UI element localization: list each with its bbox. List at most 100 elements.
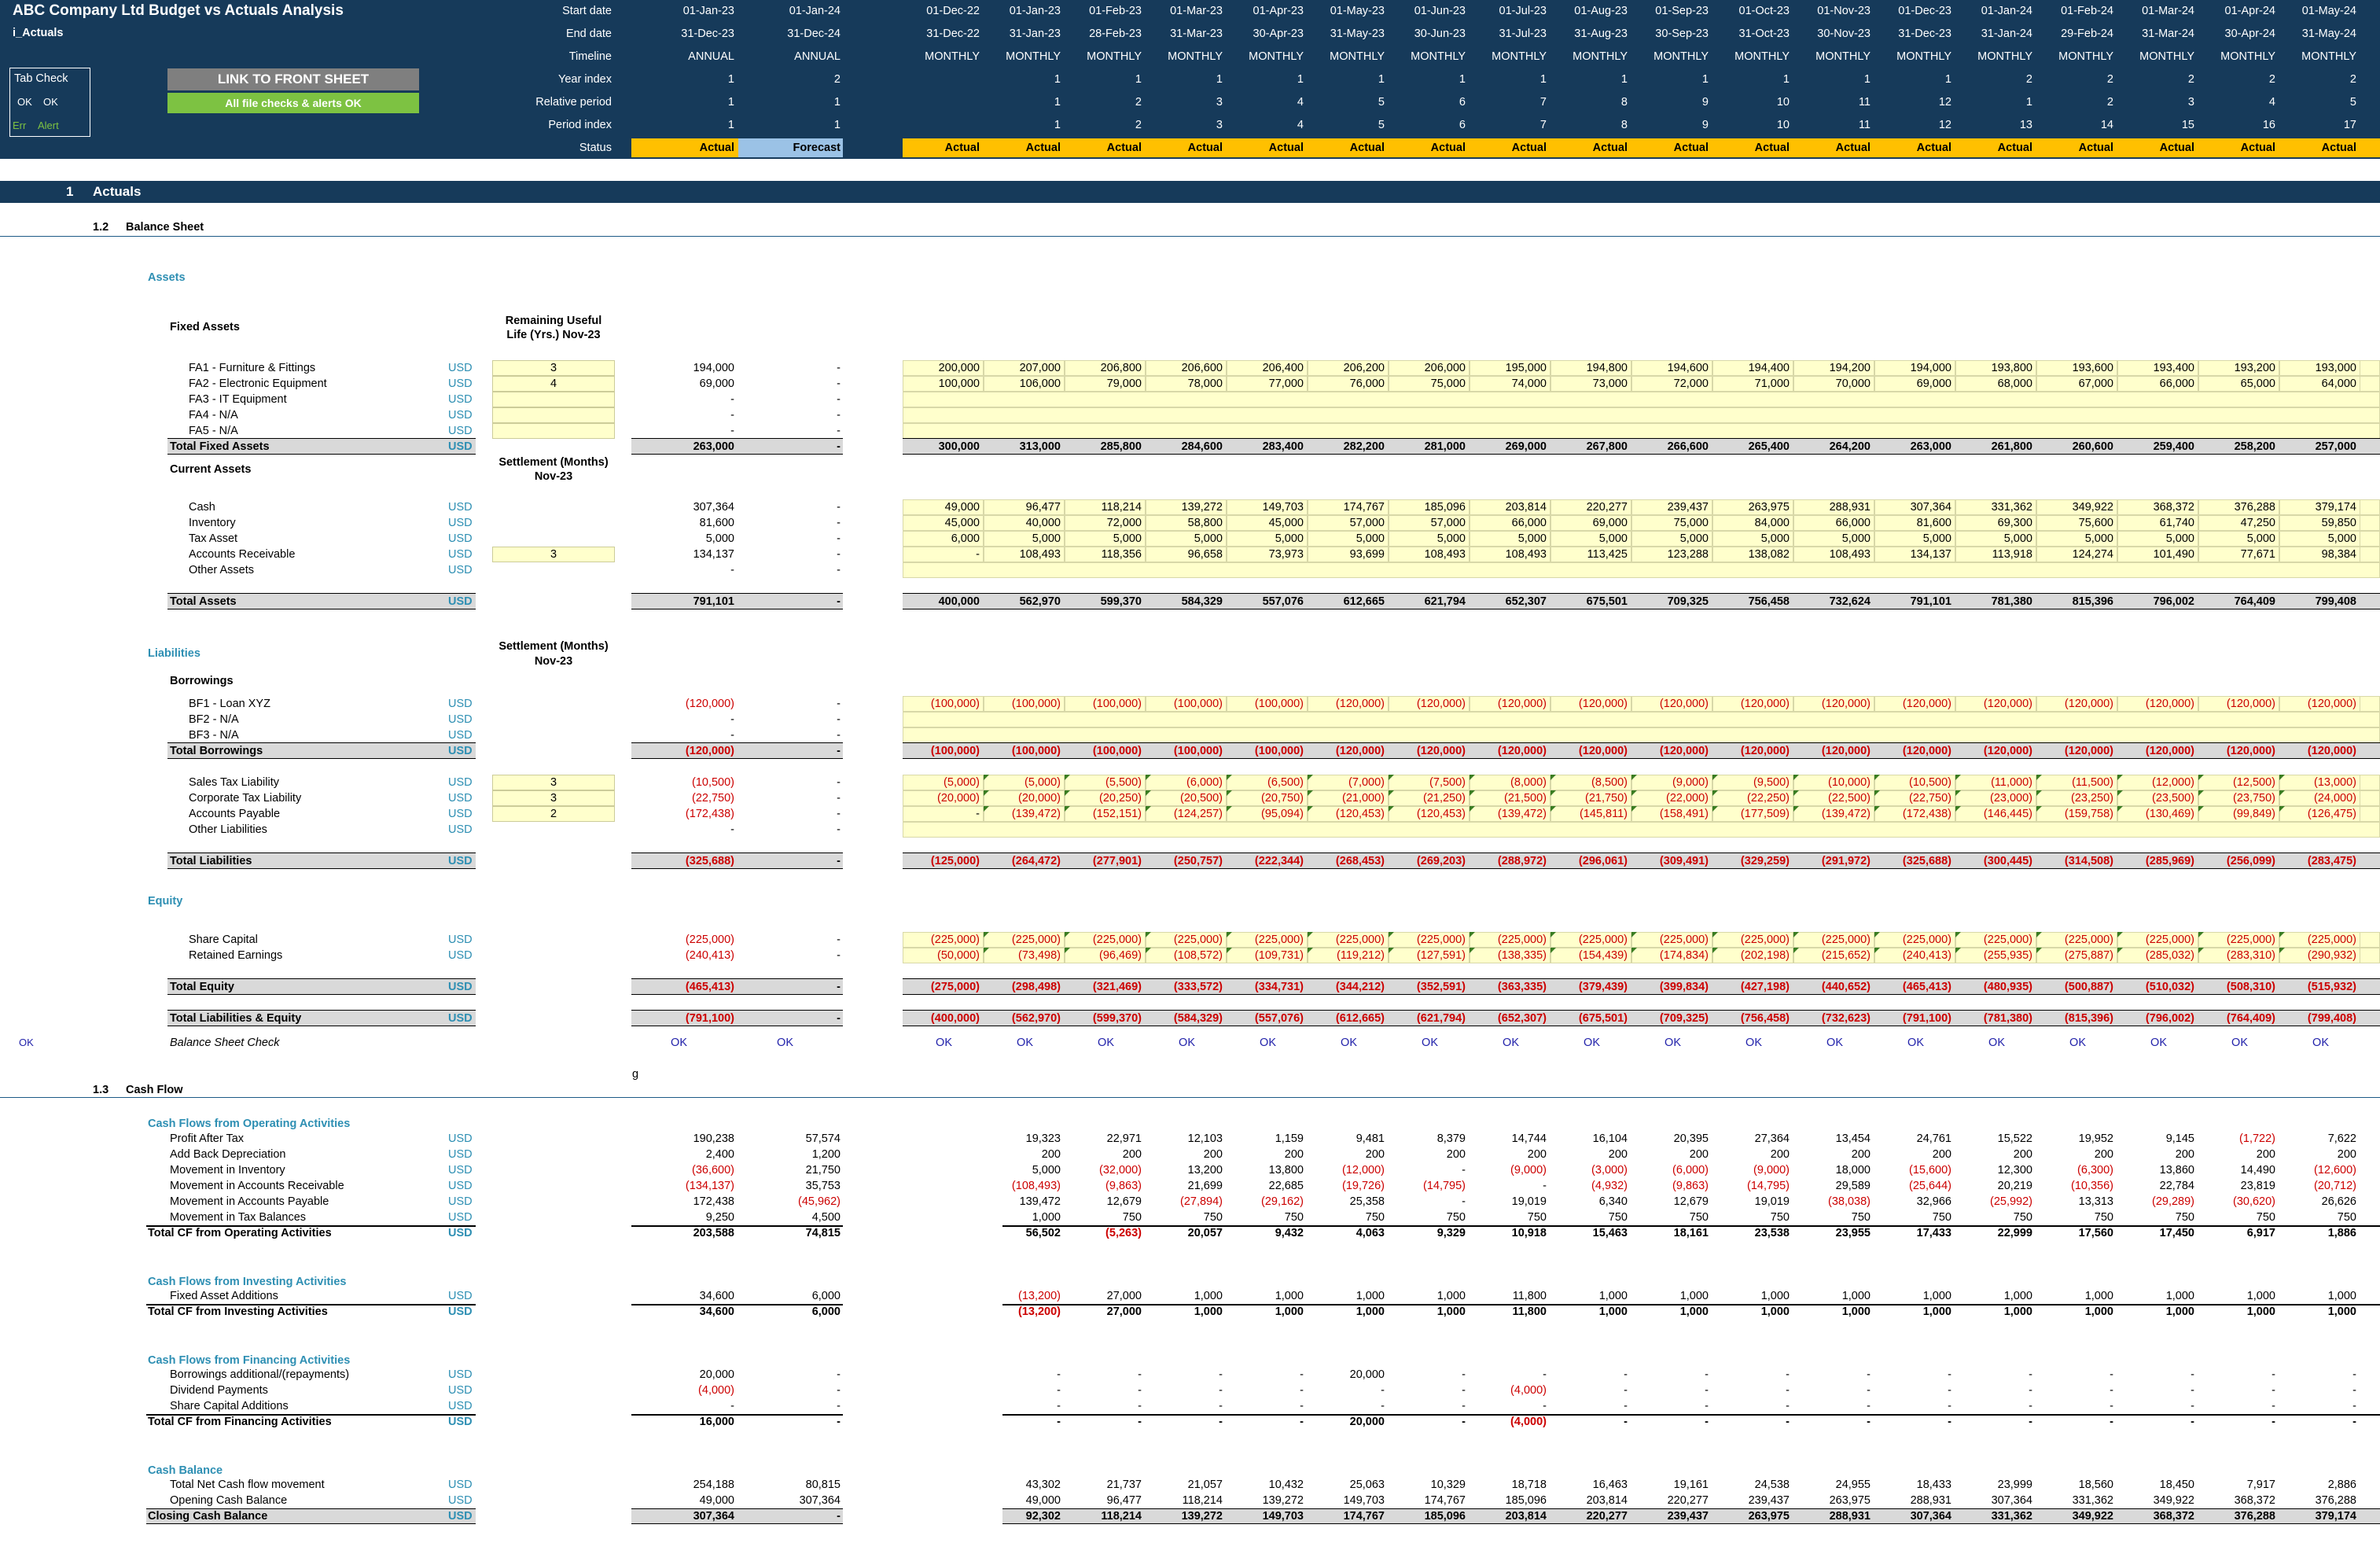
monthly-input-cell[interactable] xyxy=(2279,932,2360,948)
monthly-input-cell[interactable] xyxy=(2117,696,2198,712)
monthly-input-cell[interactable] xyxy=(984,531,1065,547)
monthly-input-cell[interactable] xyxy=(2279,547,2360,562)
monthly-input-cell[interactable] xyxy=(1389,376,1470,392)
monthly-input-cell[interactable] xyxy=(1712,932,1793,948)
monthly-value[interactable]: (225,000) xyxy=(1335,934,1385,946)
monthly-value[interactable]: 47,250 xyxy=(2240,517,2275,529)
monthly-value[interactable]: (100,000) xyxy=(1092,698,1142,710)
monthly-value[interactable]: (139,472) xyxy=(1821,808,1871,820)
monthly-value[interactable]: (13,000) xyxy=(2313,776,2356,789)
monthly-input-cell[interactable] xyxy=(1227,932,1308,948)
monthly-input-cell[interactable] xyxy=(2117,515,2198,531)
monthly-value[interactable]: (23,500) xyxy=(2151,792,2194,805)
monthly-value[interactable]: (120,000) xyxy=(1740,698,1790,710)
monthly-input-cell[interactable] xyxy=(1308,696,1389,712)
monthly-input-cell[interactable] xyxy=(1146,948,1227,963)
assumption-input-value[interactable]: 3 xyxy=(550,792,557,805)
monthly-value[interactable]: (172,438) xyxy=(1902,808,1951,820)
monthly-input-cell[interactable] xyxy=(1712,775,1793,790)
monthly-input-cell[interactable] xyxy=(1308,499,1389,515)
monthly-value[interactable]: 73,973 xyxy=(1268,548,1304,561)
monthly-input-cell[interactable] xyxy=(1631,948,1712,963)
monthly-value[interactable]: (23,750) xyxy=(2232,792,2275,805)
monthly-value[interactable]: 376,288 xyxy=(2234,501,2275,514)
monthly-input-cell[interactable] xyxy=(1146,696,1227,712)
monthly-input-cell[interactable] xyxy=(1793,547,1874,562)
monthly-input-cell[interactable] xyxy=(984,696,1065,712)
assumption-input-cell[interactable] xyxy=(492,790,615,806)
monthly-input-cell[interactable] xyxy=(1308,948,1389,963)
monthly-input-cell[interactable] xyxy=(1227,948,1308,963)
monthly-value[interactable]: (73,498) xyxy=(1017,949,1061,962)
monthly-input-cell[interactable] xyxy=(1793,806,1874,822)
monthly-value[interactable]: 5,000 xyxy=(1113,532,1142,545)
monthly-input-cell[interactable] xyxy=(1955,360,2036,376)
monthly-input-cell[interactable] xyxy=(1389,790,1470,806)
monthly-value[interactable]: (177,509) xyxy=(1740,808,1790,820)
monthly-input-cell[interactable] xyxy=(903,531,984,547)
monthly-value[interactable]: 78,000 xyxy=(1187,377,1223,390)
monthly-value[interactable]: 73,000 xyxy=(1592,377,1628,390)
monthly-value[interactable]: (127,591) xyxy=(1416,949,1466,962)
monthly-input-cell[interactable] xyxy=(1308,515,1389,531)
monthly-value[interactable]: (20,250) xyxy=(1098,792,1142,805)
monthly-value[interactable]: 206,600 xyxy=(1181,362,1223,374)
monthly-value[interactable]: 65,000 xyxy=(2240,377,2275,390)
monthly-value[interactable]: (120,453) xyxy=(1335,808,1385,820)
monthly-value[interactable]: (290,932) xyxy=(2307,949,2356,962)
monthly-value[interactable]: 74,000 xyxy=(1511,377,1547,390)
monthly-input-cell[interactable] xyxy=(1470,547,1550,562)
monthly-input-cell[interactable] xyxy=(1065,515,1146,531)
monthly-value[interactable]: (126,475) xyxy=(2307,808,2356,820)
monthly-value[interactable]: 93,699 xyxy=(1349,548,1385,561)
monthly-value[interactable]: (120,000) xyxy=(1497,698,1547,710)
monthly-value[interactable]: (5,000) xyxy=(1024,776,1061,789)
monthly-value[interactable]: 263,975 xyxy=(1748,501,1790,514)
monthly-value[interactable]: (146,445) xyxy=(1983,808,2032,820)
monthly-input-cell[interactable] xyxy=(1308,775,1389,790)
monthly-value[interactable]: (225,000) xyxy=(1578,934,1628,946)
monthly-input-cell[interactable] xyxy=(2279,376,2360,392)
monthly-value[interactable]: (23,250) xyxy=(2070,792,2113,805)
assumption-input-value[interactable]: 3 xyxy=(550,776,557,789)
monthly-input-cell[interactable] xyxy=(2198,531,2279,547)
monthly-value[interactable]: (22,500) xyxy=(1827,792,1871,805)
assumption-input-cell[interactable] xyxy=(492,775,615,790)
monthly-input-cell[interactable] xyxy=(2198,775,2279,790)
monthly-value[interactable]: (100,000) xyxy=(1011,698,1061,710)
monthly-input-cell[interactable] xyxy=(1470,806,1550,822)
monthly-input-cell[interactable] xyxy=(1631,499,1712,515)
monthly-value[interactable]: (21,500) xyxy=(1503,792,1547,805)
monthly-value[interactable]: 307,364 xyxy=(1910,501,1951,514)
monthly-input-cell[interactable] xyxy=(2279,806,2360,822)
monthly-value[interactable]: 57,000 xyxy=(1349,517,1385,529)
monthly-input-cell[interactable] xyxy=(1550,790,1631,806)
monthly-value[interactable]: (225,000) xyxy=(1254,934,1304,946)
monthly-value[interactable]: (22,750) xyxy=(1908,792,1951,805)
monthly-input-cell[interactable] xyxy=(1470,775,1550,790)
monthly-value[interactable]: 206,400 xyxy=(1262,362,1304,374)
monthly-input-cell[interactable] xyxy=(1227,360,1308,376)
monthly-value[interactable]: (174,834) xyxy=(1659,949,1709,962)
monthly-value[interactable]: 194,400 xyxy=(1748,362,1790,374)
monthly-value[interactable]: 49,000 xyxy=(944,501,980,514)
monthly-input-cell[interactable] xyxy=(1227,376,1308,392)
monthly-input-cell[interactable] xyxy=(2036,790,2117,806)
monthly-input-cell[interactable] xyxy=(1631,515,1712,531)
monthly-value[interactable]: 220,277 xyxy=(1586,501,1628,514)
monthly-value[interactable]: 67,000 xyxy=(2078,377,2113,390)
monthly-input-cell[interactable] xyxy=(2117,790,2198,806)
monthly-value[interactable]: 368,372 xyxy=(2153,501,2194,514)
monthly-value[interactable]: (7,500) xyxy=(1429,776,1466,789)
monthly-input-cell[interactable] xyxy=(1065,806,1146,822)
assumption-input-cell[interactable] xyxy=(492,806,615,822)
monthly-value[interactable]: (12,000) xyxy=(2151,776,2194,789)
monthly-input-cell[interactable] xyxy=(1550,547,1631,562)
monthly-value[interactable]: 195,000 xyxy=(1505,362,1547,374)
monthly-value[interactable]: 101,490 xyxy=(2153,548,2194,561)
monthly-value[interactable]: 149,703 xyxy=(1262,501,1304,514)
monthly-value[interactable]: 108,493 xyxy=(1829,548,1871,561)
monthly-input-cell[interactable] xyxy=(984,360,1065,376)
monthly-input-cell[interactable] xyxy=(903,376,984,392)
monthly-input-cell[interactable] xyxy=(1550,806,1631,822)
